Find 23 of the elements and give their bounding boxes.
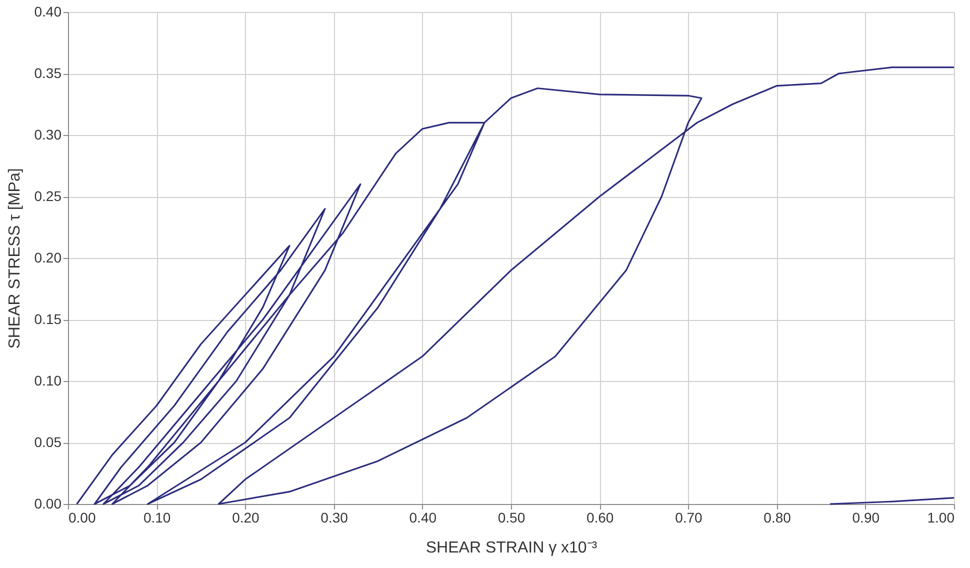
x-tick-label: 0.70 bbox=[675, 510, 703, 526]
y-tick-label: 0.25 bbox=[34, 188, 62, 204]
y-tick-label: 0.30 bbox=[34, 126, 62, 142]
x-tick-label: 1.00 bbox=[927, 510, 955, 526]
y-tick-label: 0.35 bbox=[34, 65, 62, 81]
x-tick-label: 0.50 bbox=[498, 510, 526, 526]
y-tick-label: 0.20 bbox=[34, 250, 62, 266]
x-tick-label: 0.00 bbox=[68, 510, 96, 526]
x-tick-label: 0.10 bbox=[143, 510, 171, 526]
y-tick-label: 0.15 bbox=[34, 311, 62, 327]
x-tick-label: 0.40 bbox=[409, 510, 437, 526]
x-tick-label: 0.90 bbox=[852, 510, 880, 526]
y-tick-label: 0.10 bbox=[34, 372, 62, 388]
y-tick-label: 0.40 bbox=[34, 4, 62, 20]
x-tick-label: 0.80 bbox=[764, 510, 792, 526]
line-series bbox=[76, 66, 955, 505]
y-tick-label: 0.00 bbox=[34, 496, 62, 512]
x-tick-label: 0.30 bbox=[320, 510, 348, 526]
x-tick-label: 0.20 bbox=[232, 510, 260, 526]
x-tick-label: 0.60 bbox=[586, 510, 614, 526]
x-axis-title: SHEAR STRAIN γ x10⁻³ bbox=[426, 540, 598, 556]
y-axis-title: SHEAR STRESS τ [MPa] bbox=[6, 168, 24, 349]
y-tick-label: 0.05 bbox=[34, 434, 62, 450]
